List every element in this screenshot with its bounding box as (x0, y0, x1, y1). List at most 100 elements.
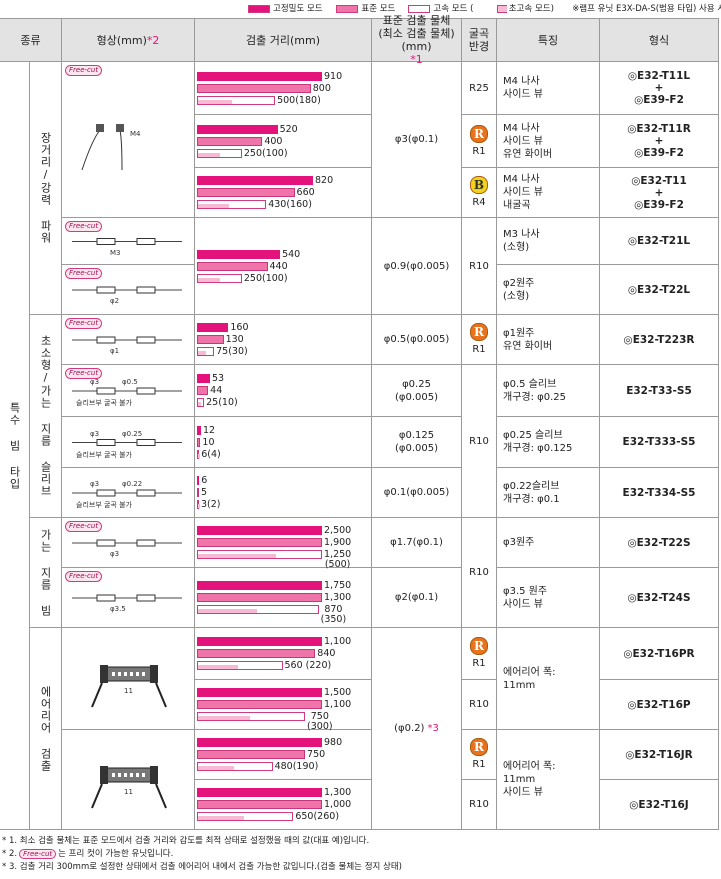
object-header: 표준 검출 물체 (최소 검출 물체) (mm) *1 (372, 14, 462, 66)
shape-label: φ3 (110, 550, 120, 558)
bend-text: R10 (469, 699, 489, 710)
distance-bar (197, 581, 322, 590)
shape-drawing (72, 439, 182, 446)
model-cell: E32-T33-S5 (600, 365, 719, 417)
shape-label: M4 (130, 130, 141, 138)
distance-bar (197, 812, 294, 821)
distance-label: 44 (210, 385, 223, 396)
model-cell: ◎E32-T24S (600, 568, 719, 628)
bend-badge: R (470, 637, 488, 655)
distance-label: 250(100) (243, 272, 288, 284)
shape-label: 11 (124, 788, 133, 796)
distance-bar (197, 136, 263, 146)
model-text: + (654, 82, 664, 94)
distance-header: 검출 거리(mm) (195, 18, 372, 62)
distance-label: 750 (307, 749, 326, 760)
distance-bar (197, 386, 209, 395)
footnote: * 1. 최소 검출 물체는 표준 모드에서 검출 거리와 감도를 최적 상태로… (2, 836, 369, 847)
model-text: ◎E39-F2 (634, 94, 684, 106)
footnote-text: 는 프리 컷이 가능한 유닛입니다. (58, 849, 174, 859)
bend-cell: R10 (462, 218, 497, 315)
model-text: ◎E39-F2 (634, 147, 684, 159)
model-cell: ◎E32-T22S (600, 518, 719, 568)
distance-cell: 910 800 500(180) (195, 62, 372, 115)
shape-label: φ3 (90, 480, 100, 488)
object-header-text: 표준 검출 물체 (최소 검출 물체) (mm) (378, 14, 455, 53)
distance-label: 520 (279, 123, 298, 135)
bend-text: R10 (469, 260, 489, 272)
distance-header-text: 검출 거리(mm) (246, 33, 320, 47)
group-cell: 초소형/가는 지름 슬리브 (30, 315, 62, 518)
distance-bar (197, 476, 200, 485)
shape-label: 슬리브부 굴곡 불가 (76, 450, 132, 459)
bend-cell: R R1 (462, 115, 497, 168)
object-text: φ3(φ0.1) (394, 134, 439, 145)
distance-label: 840 (317, 648, 336, 659)
model-cell: ◎E32-T16J (600, 780, 719, 830)
distance-cell: 1,300 1,000 650(260) (195, 780, 372, 830)
distance-label: 750 (300) (307, 711, 333, 732)
distance-bar (197, 712, 306, 721)
distance-cell: 12 10 6(4) (195, 417, 372, 468)
super-fast-bar (198, 609, 257, 613)
shape-drawing (72, 336, 182, 344)
category-text: 특수 빔 타입 (8, 401, 21, 490)
feature-cell: φ2원주 (소형) (497, 265, 600, 315)
shape-cell: Free-cut φ1 (62, 315, 195, 365)
legend-label: 고속 모드 ( (433, 4, 474, 14)
distance-bar (197, 762, 273, 771)
object-text: φ1.7(φ0.1) (390, 537, 443, 548)
model-text: ◎E32-T21L (627, 235, 691, 247)
shape-cell: φ3 φ0.22 슬리브부 굴곡 불가 (62, 468, 195, 518)
shape-header-text: 형상(mm) (96, 33, 147, 47)
note-mark: *2 (146, 33, 160, 47)
feature-text: 에어리어 폭: 11mm 사이드 뷰 (503, 761, 556, 798)
feature-cell: φ1원주 유연 화이버 (497, 315, 600, 365)
shape-label: φ0.25 (122, 429, 143, 438)
model-text: ◎E32-T11 (631, 174, 687, 187)
distance-bar (197, 637, 322, 646)
distance-label: 53 (211, 373, 225, 384)
distance-label: 160 (230, 322, 249, 333)
distance-label: 1,750 (324, 580, 352, 591)
bend-text: R1 (472, 759, 486, 770)
legend-label: 고정밀도 모드 (273, 4, 323, 14)
shape-label: φ3 (90, 378, 100, 386)
free-cut-badge: Free-cut (65, 318, 103, 329)
legend-label: 표준 모드 (361, 4, 396, 14)
model-cell: ◎E32-T16P (600, 680, 719, 730)
distance-label: 130 (225, 334, 244, 345)
shape-label: 슬리브부 굴곡 불가 (76, 501, 132, 509)
legend-swatch (496, 5, 507, 13)
super-fast-bar (198, 816, 245, 820)
shape-cell: Free-cut M3 (62, 218, 195, 265)
distance-label: 6(4) (201, 448, 221, 460)
model-cell: ◎E32-T11R + ◎E39-F2 (600, 115, 719, 168)
distance-cell: 540 440 250(100) (195, 218, 372, 315)
shape-label: 슬리브부 굴곡 불가 (76, 399, 132, 407)
bend-cell: R25 (462, 62, 497, 115)
shape-label: φ1 (110, 347, 120, 355)
distance-bar (197, 700, 322, 709)
distance-label: 1,500 (324, 687, 352, 698)
shape-label: φ3 (90, 429, 100, 438)
legend-swatch (336, 5, 359, 13)
distance-bar (197, 200, 267, 209)
distance-bar (197, 425, 201, 435)
distance-label: 800 (312, 82, 331, 94)
distance-bar (197, 249, 281, 259)
distance-label: 75(30) (216, 346, 248, 357)
object-text: φ0.125 (φ0.005) (394, 430, 439, 454)
bend-badge: R (470, 323, 488, 341)
shape-cell: φ3 φ0.25 슬리브부 굴곡 불가 (62, 417, 195, 468)
distance-cell: 1,100 840 560 (220) (195, 628, 372, 680)
feature-text: M4 나사 사이드 뷰 내굴곡 (503, 174, 543, 211)
shape-drawing (72, 387, 182, 395)
feature-text: 에어리어 폭: 11mm (503, 666, 556, 691)
bend-badge: B (470, 176, 488, 194)
super-fast-bar (198, 766, 235, 770)
distance-label: 870 (350) (320, 604, 347, 625)
distance-label: 480(190) (274, 761, 319, 772)
group-text: 가는 지름 빔 (39, 528, 52, 617)
feature-cell: 에어리어 폭: 11mm (497, 628, 600, 730)
